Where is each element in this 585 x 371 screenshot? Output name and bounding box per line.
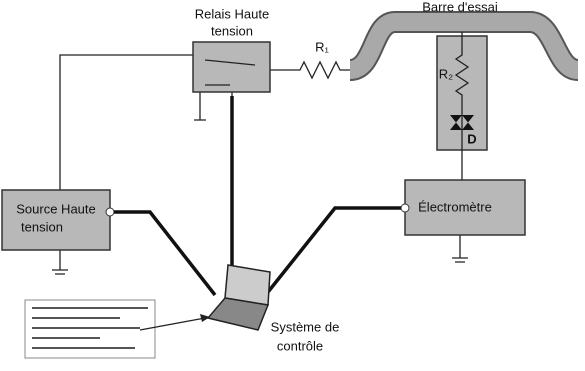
label: tension [21,219,63,234]
laptop-keyboard [206,297,270,331]
label: Source Haute [16,201,96,216]
label: Relais Haute [195,6,269,21]
label: contrôle [277,338,323,353]
resistor-r1 [270,60,352,80]
document-lines [32,307,148,349]
source-box [1,189,111,251]
ground [452,235,468,263]
relay-switch [204,59,256,86]
ground [52,250,68,275]
resistor-r2 [454,32,470,180]
label: tension [211,23,253,38]
diode [450,115,474,130]
label: Système de [271,319,340,334]
label: R₁ [315,39,329,54]
arrow-head [200,314,210,322]
label: D [467,131,476,146]
cable [114,210,217,297]
label: Électromètre [418,199,492,214]
cable [266,206,401,294]
label: R₂ [439,66,453,81]
ground [194,92,233,121]
label: Barre d'essai [422,0,498,14]
connector [105,207,115,217]
test-bar-fill [348,12,580,79]
relay-box [192,41,271,93]
wire [59,54,193,190]
arrow [139,317,206,331]
connector [400,203,410,213]
